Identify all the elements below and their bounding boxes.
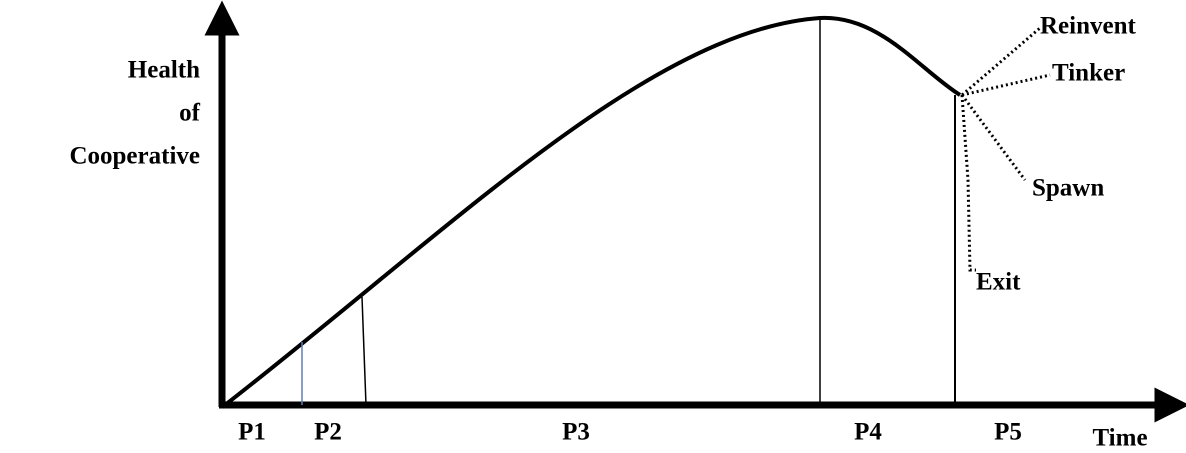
- branch-label: Tinker: [1052, 60, 1125, 87]
- phase-label: P3: [562, 419, 590, 446]
- branch-label: Spawn: [1032, 175, 1104, 202]
- phase-label: P5: [994, 419, 1022, 446]
- phase-label: P2: [314, 419, 342, 446]
- branch-label: Reinvent: [1040, 13, 1137, 40]
- branch-line: [960, 94, 976, 272]
- y-axis-label: of: [179, 100, 201, 127]
- phase-label: P1: [238, 419, 266, 446]
- phase-divider: [361, 296, 367, 406]
- branch-line: [960, 94, 1027, 181]
- branch-line: [961, 73, 1051, 97]
- branch-label: Exit: [976, 269, 1021, 296]
- branch-line: [961, 26, 1041, 97]
- health-curve: [223, 15, 962, 407]
- y-axis-label: Health: [128, 57, 200, 84]
- y-axis-label: Cooperative: [69, 143, 200, 170]
- phase-label: P4: [854, 419, 882, 446]
- x-axis-label: Time: [1092, 425, 1147, 452]
